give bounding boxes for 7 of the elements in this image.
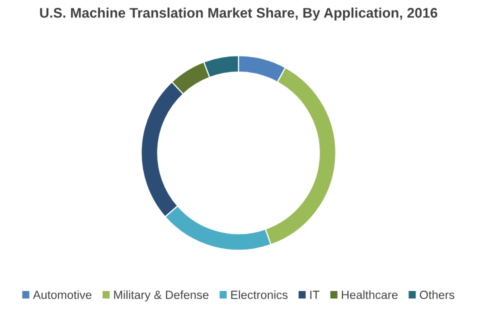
legend-label: Electronics <box>231 290 288 300</box>
legend-label: Healthcare <box>342 290 398 300</box>
legend-label: Others <box>420 290 454 300</box>
legend-label: IT <box>310 290 320 299</box>
legend-label: Military & Defense <box>114 290 208 302</box>
chart-title: U.S. Machine Translation Market Share, By Application, 2016 <box>40 8 438 21</box>
legend-label: Automotive <box>32 290 92 300</box>
